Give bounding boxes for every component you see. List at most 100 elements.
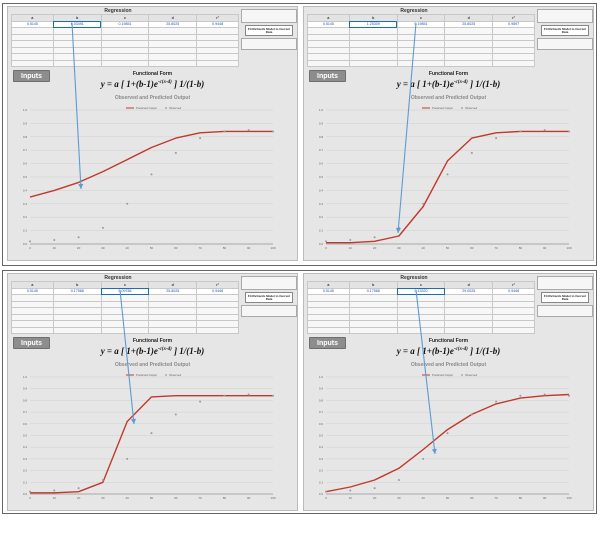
x-tick-label: 20 <box>77 246 81 250</box>
observed-point <box>543 393 546 396</box>
fit-model-button[interactable]: Fit Richards Model to Current Data <box>541 25 589 37</box>
instruction-block <box>241 276 297 290</box>
x-tick-label: 70 <box>494 496 498 500</box>
x-tick-label: 10 <box>349 496 353 500</box>
output-chart: 0.0 0.1 0.2 0.3 0.4 0.5 0.6 0.7 0.8 0.9 1.0 0 10 20 30… <box>319 22 572 250</box>
inputs-button[interactable]: Inputs <box>13 337 50 349</box>
instruction-block <box>241 9 297 23</box>
observed-point <box>446 173 449 176</box>
model-equation: y = a [ 1+(b-1)e-c(x-d) ] 1/(1-b) <box>8 79 297 89</box>
instructions-column: Fit Richards Model to Current Data <box>537 9 593 52</box>
y-tick-label: 0.7 <box>23 410 28 414</box>
chart-title: Observed and Predicted Output <box>410 95 487 101</box>
observed-point <box>272 394 274 397</box>
observed-point <box>543 129 546 132</box>
x-tick-label: 30 <box>101 246 105 250</box>
x-tick-label: 0 <box>325 496 327 500</box>
observed-point <box>373 487 376 490</box>
predicted-output-line <box>29 130 273 198</box>
equation-exponent: -c(x-d) <box>157 80 172 85</box>
y-tick-label: 0.9 <box>23 121 28 125</box>
observed-point <box>126 457 129 460</box>
output-chart: 0.0 0.1 0.2 0.3 0.4 0.5 0.6 0.7 0.8 0.9 1.0 0 10 20 30… <box>319 289 572 500</box>
functional-form-label: Functional Form <box>428 71 469 77</box>
equation-tail: ] 1/(1-b) <box>174 346 205 356</box>
legend-predicted-label: Predicted Output <box>432 106 453 110</box>
instructions-column: Fit Richards Model to Current Data <box>241 9 297 52</box>
y-tick-label: 0.2 <box>23 215 28 219</box>
observed-point <box>349 489 352 492</box>
x-tick-label: 90 <box>247 496 251 500</box>
observed-point <box>422 457 425 460</box>
y-tick-label: 0.8 <box>319 135 324 139</box>
instruction-block <box>241 38 297 51</box>
annotation-arrowhead <box>395 227 401 233</box>
annotation-arrow <box>397 22 417 234</box>
observed-point <box>150 173 153 176</box>
observed-point <box>223 130 226 133</box>
stat-cell <box>492 59 535 67</box>
x-tick-label: 90 <box>247 246 251 250</box>
observed-point <box>373 236 376 239</box>
instructions-column: Fit Richards Model to Current Data <box>241 276 297 319</box>
stat-cell <box>307 326 350 334</box>
predicted-output-line <box>325 393 570 493</box>
y-tick-label: 0.8 <box>23 398 28 402</box>
x-tick-label: 20 <box>373 246 377 250</box>
observed-point <box>519 130 522 133</box>
stat-cell <box>11 59 54 67</box>
y-tick-label: 0.7 <box>23 148 28 152</box>
fit-model-button[interactable]: Fit Richards Model to Current Data <box>245 292 293 304</box>
chart-title: Observed and Predicted Output <box>410 362 487 368</box>
x-tick-label: 40 <box>126 496 130 500</box>
observed-point <box>150 432 153 435</box>
stat-cell <box>196 326 239 334</box>
observed-point <box>272 130 274 133</box>
y-tick-label: 0.4 <box>23 445 28 449</box>
inputs-button[interactable]: Inputs <box>309 70 346 82</box>
functional-form-label: Functional Form <box>132 338 173 344</box>
y-tick-label: 0.0 <box>23 492 28 496</box>
fit-model-button[interactable]: Fit Richards Model to Current Data <box>245 25 293 37</box>
x-tick-label: 50 <box>150 246 154 250</box>
y-tick-label: 0.1 <box>23 229 28 233</box>
predicted-output-line <box>326 130 569 244</box>
y-tick-label: 0.1 <box>319 480 324 484</box>
annotation-arrowhead <box>130 418 136 424</box>
legend-predicted-label: Predicted Output <box>432 373 453 377</box>
y-tick-label: 0.2 <box>319 469 324 473</box>
y-tick-label: 0.1 <box>319 229 324 233</box>
observed-point <box>568 394 570 397</box>
legend-observed-label: Observed <box>169 106 182 110</box>
observed-point <box>470 151 473 154</box>
predicted-output-line <box>30 395 273 494</box>
observed-point <box>199 137 202 140</box>
x-tick-label: 50 <box>446 496 450 500</box>
instruction-block <box>537 276 593 290</box>
x-tick-label: 0 <box>325 246 327 250</box>
x-tick-label: 90 <box>543 246 547 250</box>
x-tick-label: 30 <box>101 496 105 500</box>
inputs-button[interactable]: Inputs <box>309 337 346 349</box>
x-tick-label: 90 <box>543 496 547 500</box>
y-tick-label: 0.0 <box>319 242 324 246</box>
observed-point <box>247 129 250 132</box>
y-tick-label: 0.0 <box>319 492 324 496</box>
stat-cell <box>307 59 350 67</box>
observed-point <box>422 202 425 205</box>
equation-exponent: -c(x-d) <box>453 347 468 352</box>
x-tick-label: 60 <box>174 246 178 250</box>
fit-model-button[interactable]: Fit Richards Model to Current Data <box>541 292 589 304</box>
inputs-button[interactable]: Inputs <box>13 70 50 82</box>
model-equation: y = a [ 1+(b-1)e-c(x-d) ] 1/(1-b) <box>8 346 297 356</box>
output-chart: 0.0 0.1 0.2 0.3 0.4 0.5 0.6 0.7 0.8 0.9 1.0 0 10 20 30… <box>23 22 276 250</box>
functional-form-label: Functional Form <box>132 71 173 77</box>
x-tick-label: 80 <box>223 246 227 250</box>
y-tick-label: 0.9 <box>319 121 324 125</box>
x-tick-label: 80 <box>223 496 227 500</box>
x-tick-label: 20 <box>373 496 377 500</box>
x-tick-label: 80 <box>519 246 523 250</box>
y-tick-label: 0.7 <box>319 410 324 414</box>
observed-point <box>397 478 400 481</box>
functional-form-label: Functional Form <box>428 338 469 344</box>
